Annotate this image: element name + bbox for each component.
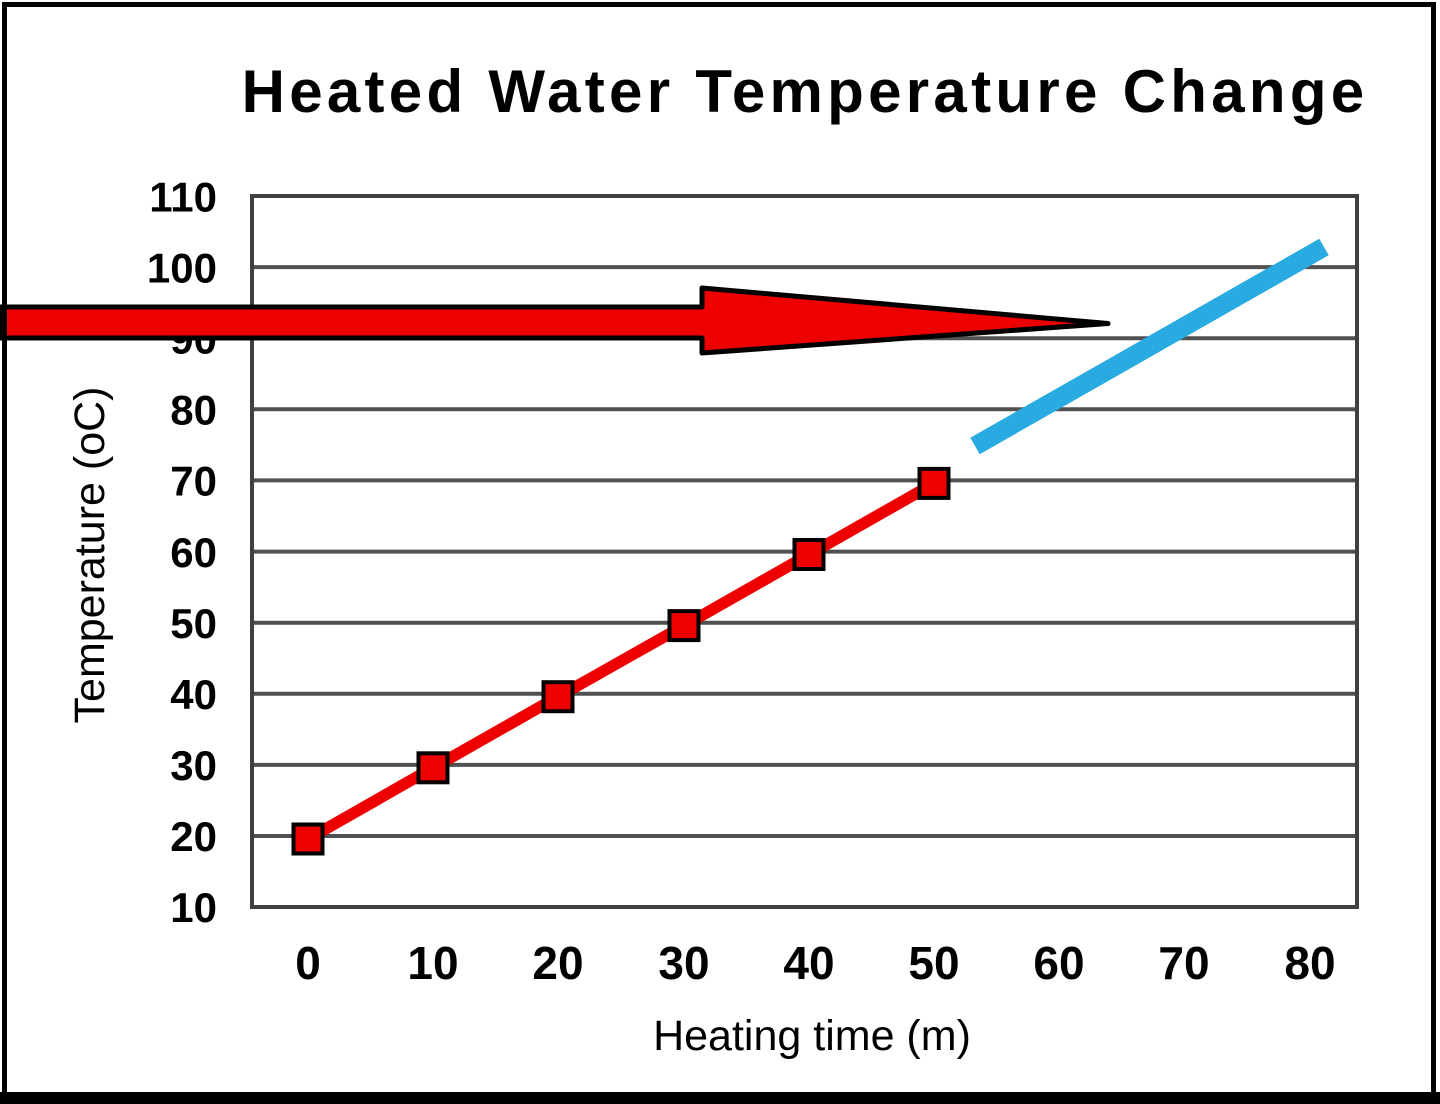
svg-text:80: 80 — [170, 387, 217, 434]
svg-text:30: 30 — [170, 742, 217, 789]
svg-text:20: 20 — [532, 937, 583, 989]
svg-text:Heating time (m): Heating time (m) — [653, 1012, 971, 1060]
svg-text:50: 50 — [170, 600, 217, 647]
svg-text:Heated Water Temperature Chang: Heated Water Temperature Change — [242, 58, 1369, 125]
svg-text:60: 60 — [170, 529, 217, 576]
svg-text:100: 100 — [147, 245, 217, 292]
svg-text:30: 30 — [658, 937, 709, 989]
svg-text:20: 20 — [170, 813, 217, 860]
svg-text:80: 80 — [1284, 937, 1335, 989]
svg-text:0: 0 — [295, 937, 321, 989]
svg-text:40: 40 — [170, 671, 217, 718]
svg-text:110: 110 — [149, 174, 217, 221]
svg-text:10: 10 — [407, 937, 458, 989]
svg-text:50: 50 — [908, 937, 959, 989]
svg-text:Temperature (oC): Temperature (oC) — [66, 387, 114, 724]
svg-text:40: 40 — [783, 937, 834, 989]
svg-text:60: 60 — [1033, 937, 1084, 989]
svg-text:70: 70 — [170, 458, 217, 505]
svg-text:10: 10 — [170, 884, 217, 931]
svg-text:70: 70 — [1158, 937, 1209, 989]
